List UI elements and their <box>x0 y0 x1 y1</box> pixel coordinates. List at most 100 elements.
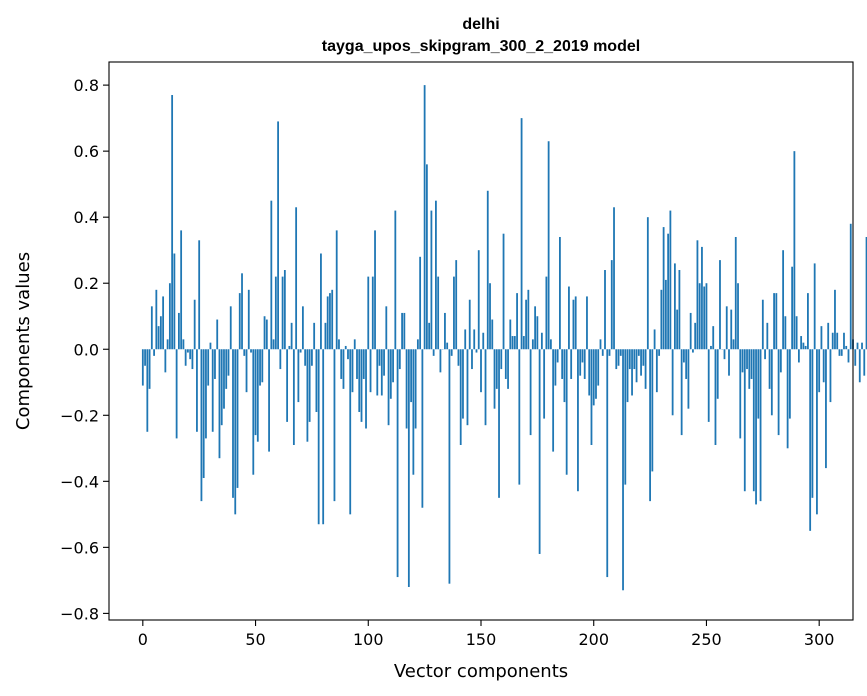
bar-179 <box>545 276 548 350</box>
bar-305 <box>829 349 832 403</box>
bar-290 <box>795 316 798 350</box>
bar-171 <box>527 289 530 350</box>
bar-77 <box>315 349 318 412</box>
bar-97 <box>360 349 363 422</box>
bar-195 <box>581 349 584 363</box>
bar-146 <box>471 349 473 370</box>
bar-303 <box>825 349 827 469</box>
bar-110 <box>389 349 392 399</box>
bar-132 <box>439 349 442 373</box>
bar-311 <box>843 332 845 350</box>
bar-256 <box>719 260 721 350</box>
bar-156 <box>493 349 496 409</box>
bar-69 <box>297 349 300 403</box>
bar-31 <box>211 349 214 432</box>
bar-141 <box>459 349 462 445</box>
bar-231 <box>662 227 665 350</box>
bar-301 <box>820 326 823 350</box>
bar-279 <box>770 349 773 416</box>
bar-221 <box>640 349 642 376</box>
bar-150 <box>480 349 482 393</box>
bar-240 <box>683 349 685 363</box>
y-tick-label: −0.2 <box>60 406 99 425</box>
bar-310 <box>840 349 843 356</box>
y-tick-label: −0.8 <box>60 604 99 623</box>
bar-224 <box>646 217 649 350</box>
bar-76 <box>313 322 316 350</box>
bar-180 <box>547 141 550 350</box>
y-tick-label: −0.4 <box>60 472 99 491</box>
bar-95 <box>356 349 358 379</box>
bar-155 <box>491 319 494 350</box>
bar-281 <box>775 293 778 350</box>
bar-139 <box>455 260 458 350</box>
bar-302 <box>822 349 825 383</box>
bar-98 <box>362 349 365 379</box>
bar-307 <box>834 289 836 350</box>
bar-169 <box>522 336 525 350</box>
bar-215 <box>626 349 629 403</box>
bar-27 <box>202 349 205 479</box>
bar-153 <box>486 190 489 350</box>
bar-3 <box>148 349 151 389</box>
bar-39 <box>229 306 232 350</box>
bar-159 <box>500 349 503 370</box>
x-tick-label: 150 <box>466 630 497 649</box>
bar-117 <box>405 349 408 429</box>
bar-210 <box>615 349 618 370</box>
bar-202 <box>597 349 600 386</box>
y-tick-label: 0.0 <box>74 340 99 359</box>
bar-246 <box>696 240 699 350</box>
bar-226 <box>651 349 654 472</box>
bar-140 <box>457 349 460 366</box>
bar-204 <box>601 349 604 356</box>
bar-148 <box>475 349 478 353</box>
bar-255 <box>716 349 719 399</box>
bar-61 <box>279 349 282 370</box>
bar-145 <box>468 299 471 350</box>
bar-96 <box>358 349 361 412</box>
bar-298 <box>813 263 816 350</box>
bar-237 <box>676 309 679 350</box>
bar-29 <box>207 349 210 386</box>
bar-149 <box>477 250 480 350</box>
bar-53 <box>261 349 264 383</box>
bar-277 <box>766 322 769 350</box>
bar-194 <box>579 349 582 376</box>
bar-287 <box>788 349 791 419</box>
bar-248 <box>701 246 703 350</box>
bar-4 <box>150 306 153 350</box>
bar-21 <box>189 349 192 360</box>
bar-26 <box>200 349 203 502</box>
bar-191 <box>572 299 575 350</box>
bar-206 <box>606 349 609 578</box>
y-axis-ticks: −0.8 −0.6 −0.4 −0.2 0.0 0.2 0.4 0.6 0.8 <box>60 76 109 623</box>
x-axis-label: Vector components <box>394 661 568 682</box>
bar-82 <box>326 296 329 350</box>
bar-161 <box>504 349 507 379</box>
bar-319 <box>861 342 863 350</box>
bar-297 <box>811 349 814 498</box>
bar-158 <box>498 349 500 498</box>
bar-43 <box>238 293 241 350</box>
bar-80 <box>322 349 325 525</box>
bar-272 <box>755 349 757 505</box>
bar-220 <box>637 349 640 356</box>
bar-157 <box>495 349 498 389</box>
bar-9 <box>162 296 165 350</box>
bar-242 <box>687 349 690 409</box>
bar-series <box>141 85 867 591</box>
bar-299 <box>816 349 818 515</box>
bar-251 <box>707 349 710 422</box>
x-tick-label: 50 <box>245 630 265 649</box>
bar-14 <box>173 253 176 350</box>
bar-91 <box>347 349 349 360</box>
bar-66 <box>290 322 293 350</box>
bar-58 <box>272 339 275 350</box>
bar-134 <box>444 312 446 350</box>
bar-197 <box>586 296 588 350</box>
bar-89 <box>342 349 345 389</box>
chart-subtitle: tayga_upos_skipgram_300_2_2019 model <box>322 38 640 55</box>
bar-75 <box>311 349 313 366</box>
